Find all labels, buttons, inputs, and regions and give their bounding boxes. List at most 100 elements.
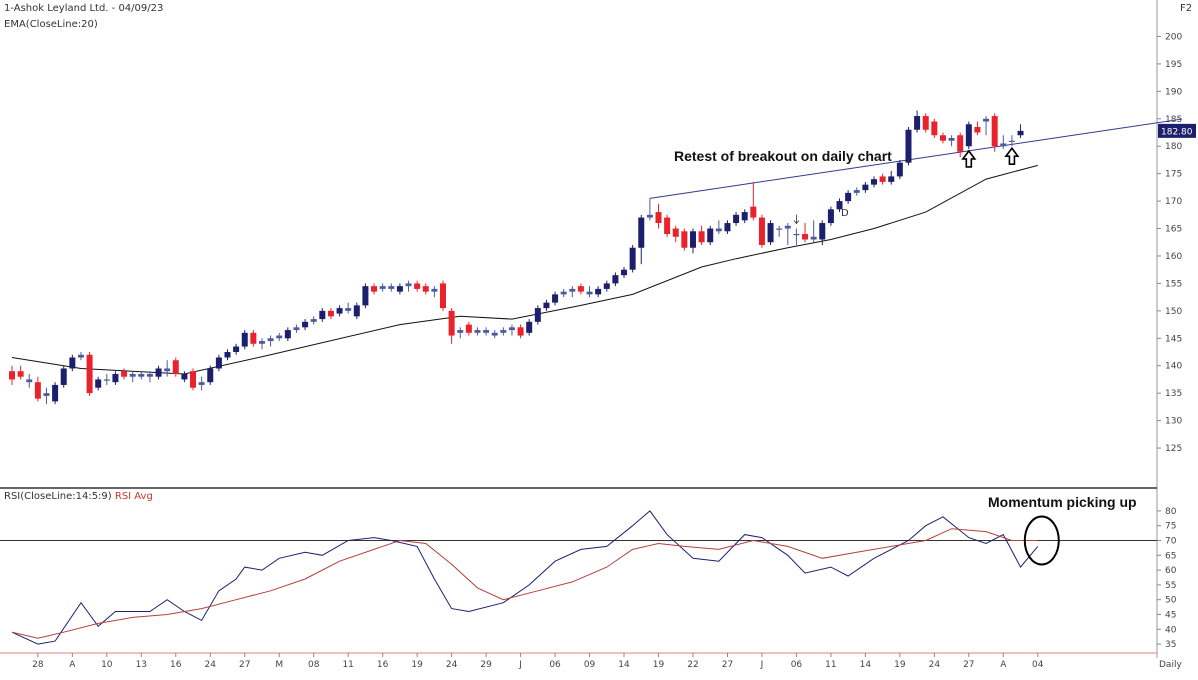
price-tick-label: 170: [1165, 197, 1182, 207]
rsi-series-line: [11, 510, 1039, 645]
candle-body: [224, 352, 231, 358]
candle-body: [353, 305, 360, 317]
x-tick-label: 24: [205, 660, 217, 670]
candle-body: [155, 368, 162, 377]
candle-body: [129, 373, 136, 377]
candle-body: [767, 223, 774, 243]
breakout-trendline: [649, 118, 1183, 199]
rsi-tick-label: 50: [1165, 596, 1177, 606]
candle-body: [750, 206, 757, 218]
candle-body: [577, 286, 584, 292]
candle-body: [534, 308, 541, 322]
candle-body: [198, 382, 205, 385]
candle-body: [724, 223, 731, 232]
candle-body: [586, 291, 593, 295]
x-tick-label: 16: [377, 660, 389, 670]
x-tick-label: 04: [1032, 660, 1044, 670]
candle-body: [483, 330, 490, 333]
candle-body: [664, 217, 671, 235]
rsi-label: RSI(CloseLine:14:5:9): [4, 491, 112, 502]
x-tick-label: 27: [239, 660, 250, 670]
x-tick-label: 08: [308, 660, 320, 670]
candle-body: [233, 346, 240, 353]
x-tick-label: A: [1000, 660, 1007, 670]
rsi-avg-label: RSI Avg: [114, 491, 153, 502]
candle-body: [922, 116, 929, 130]
candle-body: [172, 360, 179, 374]
candle-body: [974, 127, 981, 133]
x-tick-label: 16: [170, 660, 182, 670]
candle-body: [672, 228, 679, 237]
price-tick-label: 200: [1165, 32, 1182, 42]
price-tick-label: 195: [1165, 60, 1182, 70]
candle-body: [733, 214, 740, 224]
x-tick-label: J: [760, 660, 764, 670]
x-tick-label: 29: [480, 660, 492, 670]
candle-body: [793, 234, 800, 236]
rsi-tick-label: 65: [1165, 551, 1176, 561]
candle-body: [983, 118, 990, 122]
candle-body: [43, 393, 50, 396]
candle-body: [957, 135, 964, 152]
candle-body: [422, 286, 429, 292]
price-tick-label: 175: [1165, 170, 1182, 180]
candle-body: [526, 321, 533, 333]
price-tick-label: 155: [1165, 279, 1182, 289]
candle-body: [991, 116, 998, 147]
candle-body: [646, 214, 653, 218]
rsi-indicator-label: RSI(CloseLine:14:5:9) RSI Avg: [4, 491, 153, 502]
candle-body: [689, 231, 696, 248]
candle-body: [638, 217, 645, 248]
candle-body: [52, 384, 59, 402]
candle-body: [896, 162, 903, 177]
x-tick-label: 27: [963, 660, 974, 670]
x-tick-label: 19: [411, 660, 423, 670]
rsi-tick-label: 70: [1165, 537, 1177, 547]
rsi-tick-label: 55: [1165, 581, 1176, 591]
candle-body: [802, 234, 809, 240]
x-tick-label: 19: [894, 660, 906, 670]
candle-body: [388, 286, 395, 289]
x-tick-label: 10: [101, 660, 113, 670]
candle-body: [500, 330, 507, 333]
retest-annotation: Retest of breakout on daily chart: [674, 148, 892, 164]
candle-body: [250, 332, 257, 344]
momentum-circle: [1023, 515, 1060, 566]
candle-body: [284, 330, 291, 339]
candle-body: [1000, 143, 1007, 147]
candle-body: [241, 332, 248, 347]
candle-body: [629, 247, 636, 270]
candle-body: [862, 184, 869, 191]
rsi-tick-label: 80: [1165, 507, 1177, 517]
candle-body: [258, 341, 265, 344]
candle-body: [448, 310, 455, 336]
candle-body: [146, 373, 153, 377]
candle-body: [34, 382, 41, 399]
candle-body: [164, 368, 171, 372]
candle-body: [560, 291, 567, 295]
candle-body: [888, 176, 895, 182]
last-price-tag: [1158, 123, 1196, 138]
candle-body: [319, 310, 326, 320]
candle-body: [827, 209, 834, 224]
d-marker-arrow-icon: [793, 214, 800, 225]
price-tick-label: 130: [1165, 417, 1182, 427]
momentum-annotation: Momentum picking up: [988, 494, 1137, 510]
candle-body: [86, 354, 93, 394]
candle-body: [465, 324, 472, 333]
price-tick-label: 125: [1165, 444, 1182, 454]
candle-body: [965, 124, 972, 147]
candle-body: [1008, 140, 1015, 142]
candle-body: [914, 116, 921, 130]
price-tick-label: 150: [1165, 307, 1182, 317]
candle-body: [121, 371, 128, 377]
candle-body: [853, 190, 860, 193]
candle-body: [371, 286, 378, 292]
up-arrow-icon: [1004, 146, 1020, 166]
x-tick-label: J: [518, 660, 522, 670]
x-tick-label: M: [275, 660, 283, 670]
x-tick-label: 06: [791, 660, 803, 670]
price-tick-label: 145: [1165, 334, 1182, 344]
x-axis-unit-label: Daily: [1159, 660, 1182, 670]
candle-body: [758, 217, 765, 245]
